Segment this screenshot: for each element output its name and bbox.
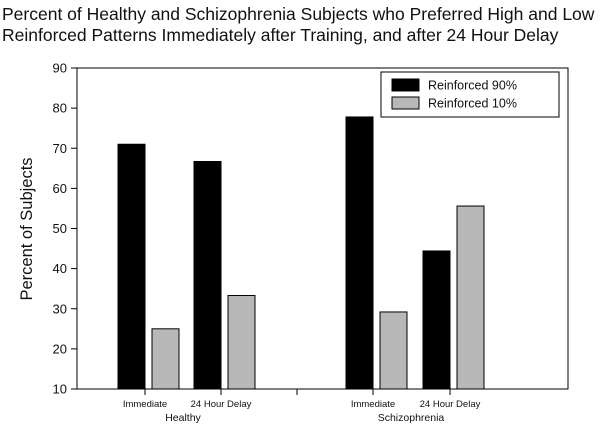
legend-label-0: Reinforced 90%	[428, 79, 517, 93]
y-tick-label-40: 40	[53, 261, 67, 276]
group-label-schizophrenia: Schizophrenia	[378, 412, 445, 424]
legend-label-1: Reinforced 10%	[428, 97, 517, 111]
bar-schizophrenia-immediate-r10	[379, 311, 408, 390]
bar-healthy-immediate-r10	[151, 328, 180, 390]
legend: Reinforced 90% Reinforced 10%	[380, 71, 560, 118]
group-label-healthy: Healthy	[165, 412, 201, 424]
category-label-0: Immediate	[123, 399, 167, 410]
y-tick-label-80: 80	[53, 101, 67, 116]
chart-subtitle: Reinforced Patterns Immediately after Tr…	[2, 25, 559, 45]
y-tick-label-50: 50	[53, 221, 67, 236]
y-tick-label-20: 20	[53, 341, 67, 356]
category-label-2: Immediate	[351, 399, 395, 410]
y-axis-label: Percent of Subjects	[18, 157, 36, 300]
bar-healthy-immediate-r90	[117, 143, 146, 390]
legend-swatch-1	[391, 96, 420, 110]
category-label-1: 24 Hour Delay	[191, 399, 252, 410]
y-tick-label-70: 70	[53, 141, 67, 156]
y-tick-label-90: 90	[53, 61, 67, 76]
bar-healthy-24-hour-delay-r90	[193, 160, 222, 390]
y-tick-label-30: 30	[53, 301, 67, 316]
y-tick-label-10: 10	[53, 382, 67, 397]
legend-swatch-0	[391, 78, 420, 92]
category-label-3: 24 Hour Delay	[420, 399, 481, 410]
bar-schizophrenia-immediate-r90	[345, 116, 374, 390]
bar-healthy-24-hour-delay-r10	[227, 295, 256, 390]
bar-schizophrenia-24-hour-delay-r90	[422, 250, 451, 390]
bar-schizophrenia-24-hour-delay-r10	[456, 205, 485, 390]
plot-area: 10 20 30 40 50 60 70 80 90 Immediate 24 Hour Delay…	[53, 61, 569, 424]
chart-title: Percent of Healthy and Schizophrenia Sub…	[2, 4, 595, 24]
y-tick-label-60: 60	[53, 181, 67, 196]
